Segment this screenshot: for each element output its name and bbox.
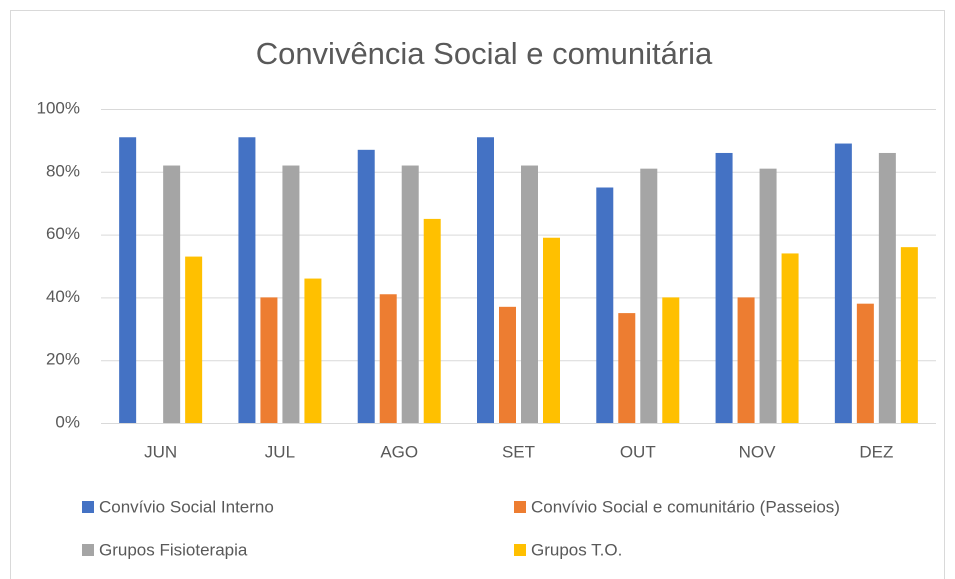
- bar: [260, 297, 278, 423]
- x-tick-label: NOV: [739, 442, 777, 461]
- bar: [477, 137, 494, 423]
- bar: [185, 256, 203, 423]
- bar: [401, 165, 419, 423]
- bar: [304, 278, 322, 423]
- legend-swatch: [82, 501, 94, 513]
- y-tick-label: 100%: [37, 98, 80, 117]
- chart-title: Convivência Social e comunitária: [256, 36, 713, 71]
- bar: [238, 137, 256, 423]
- legend-label: Grupos Fisioterapia: [99, 540, 248, 559]
- bar: [282, 165, 300, 423]
- bar: [834, 143, 852, 424]
- x-tick-label: AGO: [380, 442, 418, 461]
- bar: [163, 165, 181, 423]
- bar: [119, 137, 137, 423]
- bar: [379, 294, 397, 423]
- x-tick-label: SET: [502, 442, 535, 461]
- x-tick-label: JUL: [265, 442, 295, 461]
- bar: [878, 152, 896, 423]
- x-tick-label: OUT: [620, 442, 656, 461]
- y-tick-label: 20%: [46, 350, 80, 369]
- legend-label: Grupos T.O.: [531, 540, 622, 559]
- y-tick-label: 40%: [46, 287, 80, 306]
- bar: [543, 237, 560, 423]
- bar: [596, 187, 614, 423]
- bar: [618, 313, 636, 423]
- y-tick-label: 0%: [55, 412, 80, 431]
- bar: [640, 168, 658, 423]
- bar: [737, 297, 755, 423]
- legend-swatch: [514, 544, 526, 556]
- bar: [715, 152, 733, 423]
- bar: [662, 297, 680, 423]
- bar: [900, 247, 918, 423]
- bar: [781, 253, 799, 423]
- bar: [521, 165, 538, 423]
- y-tick-label: 60%: [46, 224, 80, 243]
- legend-swatch: [82, 544, 94, 556]
- bar: [357, 149, 375, 423]
- legend-swatch: [514, 501, 526, 513]
- x-tick-label: DEZ: [859, 442, 893, 461]
- bar: [856, 303, 874, 423]
- y-tick-label: 80%: [46, 161, 80, 180]
- bar: [423, 218, 441, 423]
- legend-label: Convívio Social Interno: [99, 497, 274, 516]
- bar: [499, 306, 516, 423]
- legend-label: Convívio Social e comunitário (Passeios): [531, 497, 840, 516]
- bar: [759, 168, 777, 423]
- x-tick-label: JUN: [144, 442, 177, 461]
